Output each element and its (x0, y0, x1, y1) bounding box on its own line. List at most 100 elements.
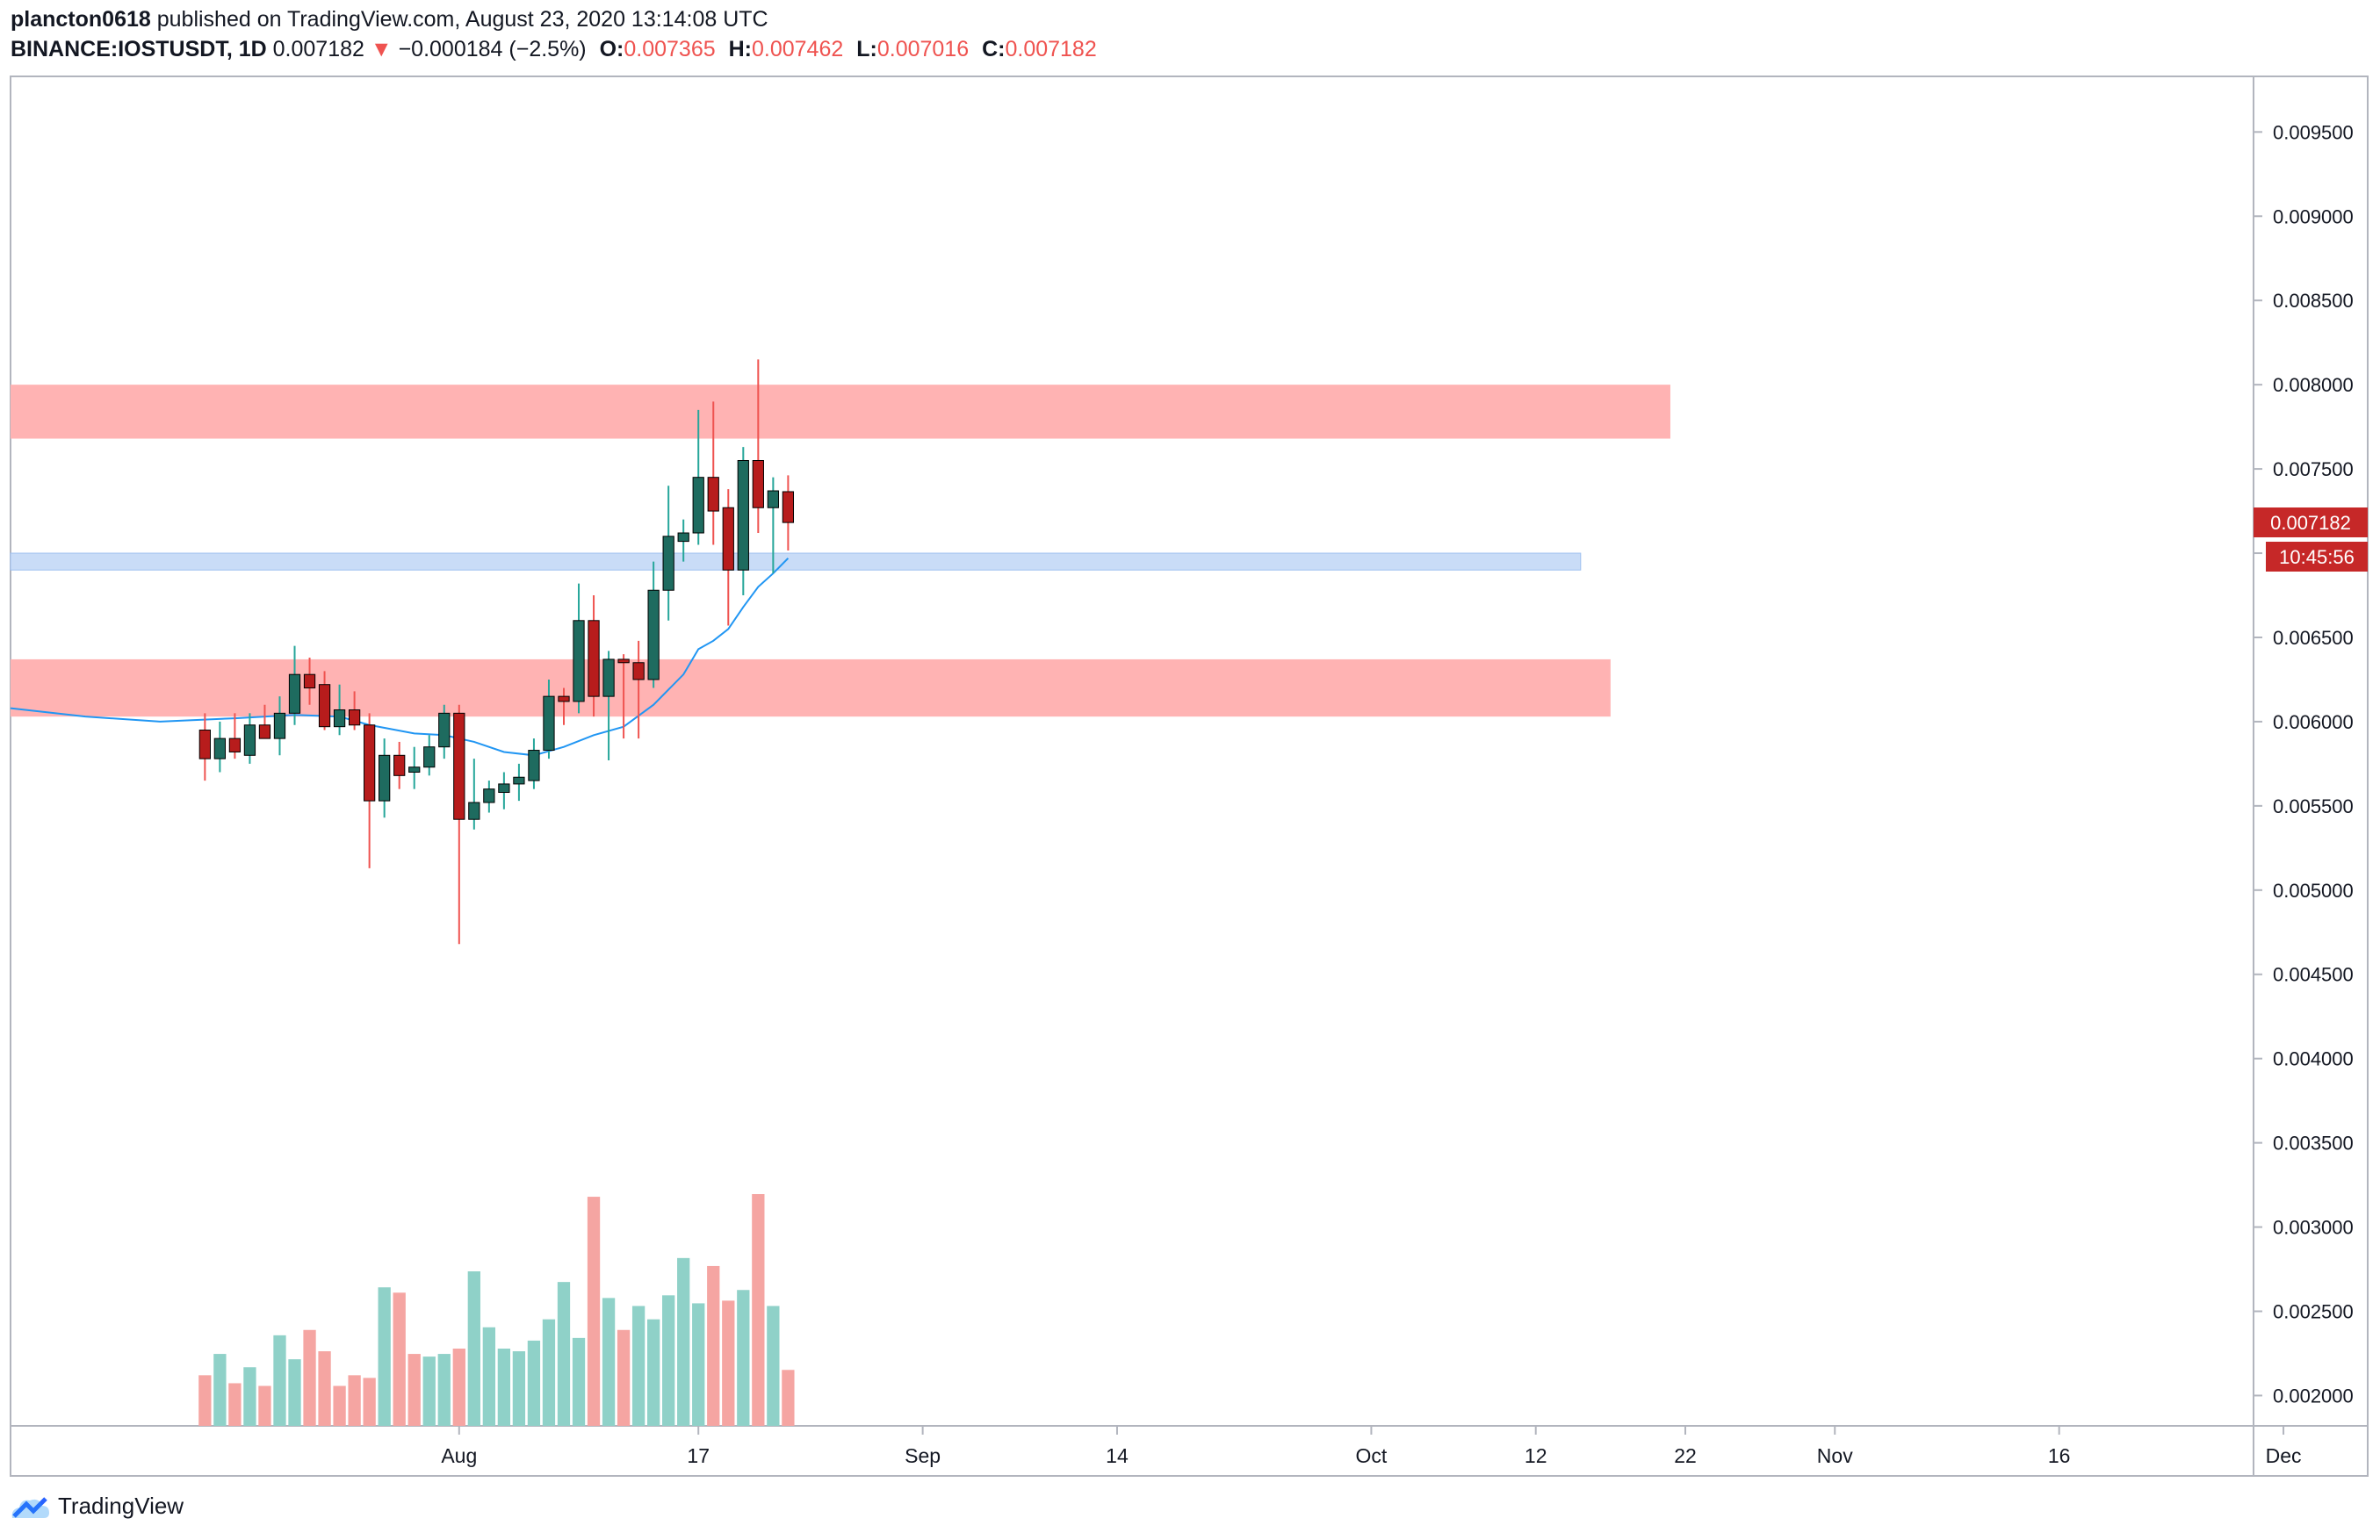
candle-body (543, 695, 555, 752)
volume-bar (213, 1354, 227, 1426)
price-tick-label: 0.006000 (2273, 711, 2354, 733)
time-axis[interactable]: Aug 17 Sep 14 Oct 12 22 Nov 16 Dec (441, 1426, 2302, 1467)
volume-bar (646, 1319, 660, 1426)
candle-body (258, 724, 271, 739)
price-axis[interactable]: 0.009500 0.009000 0.008500 0.008000 0.007500… (2254, 121, 2354, 1407)
time-tick-label: Nov (1817, 1444, 1853, 1467)
time-tick-label: Aug (441, 1444, 477, 1467)
candle (393, 741, 406, 789)
price-change: −0.000184 (−2.5%) (398, 37, 587, 61)
volume-bar (198, 1375, 212, 1426)
volume-bar (228, 1383, 242, 1426)
candle-body (632, 662, 645, 680)
volume-bar (542, 1319, 556, 1426)
candle (498, 772, 510, 810)
candle (632, 640, 645, 739)
price-tick-label: 0.004500 (2273, 964, 2354, 986)
price-tick-label: 0.008000 (2273, 374, 2354, 396)
low-label: L: (856, 37, 877, 61)
volume-bar (348, 1375, 361, 1426)
candle-body (588, 620, 600, 697)
time-tick-label: 17 (687, 1444, 710, 1467)
candle-body (273, 712, 286, 739)
candle-body (228, 738, 242, 752)
volume-bar (677, 1257, 690, 1426)
volume-bar (407, 1354, 421, 1426)
candle-body (453, 712, 465, 820)
volume-bar (587, 1197, 601, 1426)
candle-body (647, 589, 660, 680)
volume-bar (288, 1359, 301, 1426)
candle-body (722, 507, 734, 571)
candle (737, 447, 749, 596)
candle (782, 475, 795, 551)
price-label-bg (2254, 507, 2368, 537)
candle (228, 713, 242, 759)
time-tick-label: 22 (1674, 1444, 1697, 1467)
candle-body (423, 746, 436, 768)
candle (243, 713, 256, 764)
high-value: 0.007462 (752, 37, 844, 61)
candle-body (662, 536, 674, 591)
candle-body (379, 754, 391, 802)
candle (767, 477, 779, 574)
candle (288, 645, 301, 725)
cloud-icon (11, 1496, 49, 1518)
author-name[interactable]: plancton0618 (11, 7, 151, 32)
demand-zone (11, 658, 1611, 717)
volume-bar (243, 1367, 256, 1426)
candle (333, 684, 346, 736)
candle-body (213, 738, 227, 759)
candle (453, 704, 465, 945)
chart-frame (10, 76, 2369, 1477)
candle (573, 583, 585, 714)
price-tick-label: 0.002000 (2273, 1385, 2354, 1407)
volume-bar (752, 1194, 765, 1426)
volume-bar (602, 1298, 616, 1426)
candle-body (364, 724, 376, 802)
candle (692, 409, 704, 545)
volume-bar (497, 1349, 511, 1426)
candle-body (737, 459, 749, 571)
candle-body (692, 477, 704, 534)
volume-bar (527, 1340, 541, 1426)
candle (722, 489, 734, 626)
candle-body (408, 766, 421, 773)
volume-layer (198, 1194, 795, 1426)
candle-body (677, 532, 689, 543)
volume-bar (707, 1265, 720, 1426)
candle-body (767, 490, 779, 508)
candle-body (602, 658, 615, 697)
volume-bar (467, 1271, 480, 1426)
candle (364, 713, 376, 868)
candle (677, 519, 689, 562)
price-tick-label: 0.003500 (2273, 1133, 2354, 1155)
volume-bar (303, 1329, 316, 1426)
volume-bar (782, 1370, 795, 1426)
volume-bar (363, 1378, 376, 1426)
candle (258, 704, 271, 739)
candle-body (513, 776, 525, 785)
symbol-info: BINANCE:IOSTUSDT, 1D 0.007182 ▼ −0.00018… (11, 37, 1097, 62)
price-tick-label: 0.009000 (2273, 205, 2354, 227)
volume-bar (617, 1329, 631, 1426)
candle (662, 486, 674, 621)
price-tick-label: 0.007500 (2273, 458, 2354, 480)
candle-body (498, 783, 510, 794)
price-tick-label: 0.005500 (2273, 795, 2354, 817)
zones-layer (10, 385, 1670, 717)
time-tick-label: Sep (905, 1444, 941, 1467)
candle-body (468, 802, 480, 820)
price-label: 0.007182 (2270, 512, 2351, 534)
last-price: 0.007182 (272, 37, 364, 61)
volume-bar (378, 1287, 391, 1426)
candle (483, 781, 495, 813)
tradingview-logo[interactable]: TradingView (9, 1493, 184, 1520)
candle-body (752, 459, 764, 508)
candle-body (303, 673, 316, 689)
high-label: H: (728, 37, 752, 61)
candle-body (483, 788, 495, 803)
volume-bar (512, 1351, 526, 1426)
brand-name: TradingView (58, 1493, 184, 1519)
